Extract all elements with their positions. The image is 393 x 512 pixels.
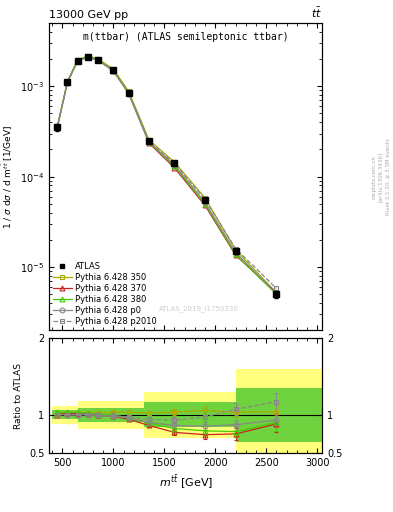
Legend: ATLAS, Pythia 6.428 350, Pythia 6.428 370, Pythia 6.428 380, Pythia 6.428 p0, Py: ATLAS, Pythia 6.428 350, Pythia 6.428 37… (51, 260, 158, 328)
Bar (78, 401, 144, 429)
Text: ATLAS_2019_I1750330: ATLAS_2019_I1750330 (160, 305, 239, 312)
X-axis label: $m^{t\bar{t}}$ [GeV]: $m^{t\bar{t}}$ [GeV] (159, 474, 213, 491)
Bar (144, 392, 236, 438)
Bar (144, 402, 236, 427)
Text: 13000 GeV pp: 13000 GeV pp (49, 10, 128, 20)
Bar (52, 406, 78, 424)
Text: [arXiv:1306.3436]: [arXiv:1306.3436] (378, 152, 383, 202)
Bar (78, 408, 144, 421)
Text: Rivet 3.1.10, ≥ 3.3M events: Rivet 3.1.10, ≥ 3.3M events (386, 138, 391, 215)
Bar (236, 388, 327, 441)
Text: $t\bar{t}$: $t\bar{t}$ (311, 6, 322, 20)
Bar (52, 410, 78, 419)
Text: m(ttbar) (ATLAS semileptonic ttbar): m(ttbar) (ATLAS semileptonic ttbar) (83, 32, 288, 42)
Bar (236, 369, 327, 461)
Y-axis label: 1 / $\sigma$ d$\sigma$ / d m$^{t\bar{t}}$ [1/GeV]: 1 / $\sigma$ d$\sigma$ / d m$^{t\bar{t}}… (0, 124, 15, 229)
Y-axis label: Ratio to ATLAS: Ratio to ATLAS (14, 362, 23, 429)
Text: mcplots.cern.ch: mcplots.cern.ch (371, 155, 376, 199)
